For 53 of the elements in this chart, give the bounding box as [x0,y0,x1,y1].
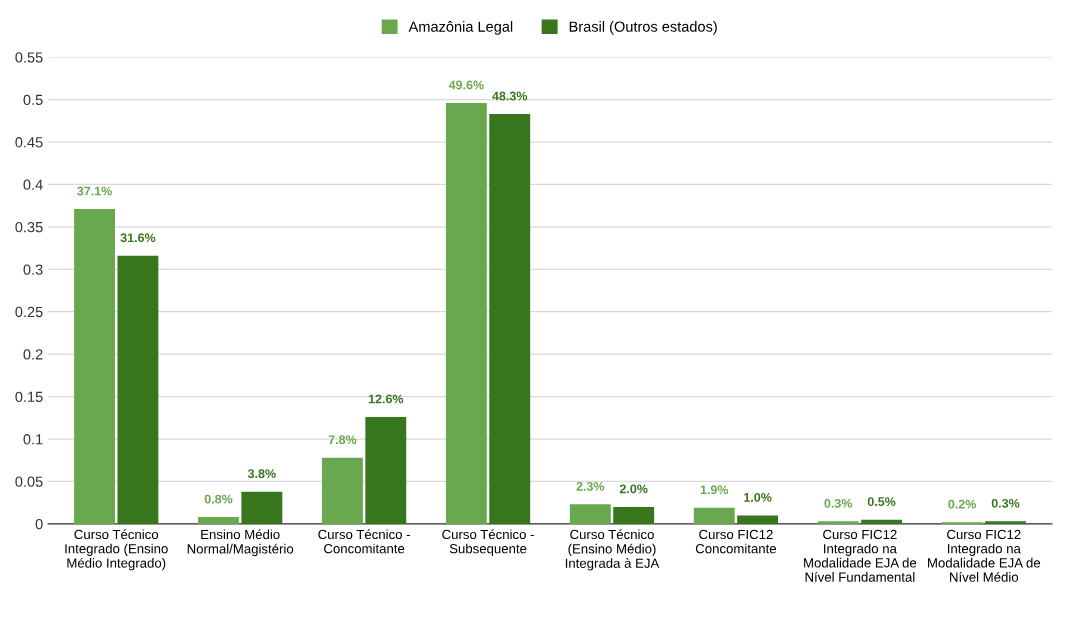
legend-label: Amazônia Legal [408,21,513,35]
bar [445,102,487,524]
y-tick-label: 0 [35,518,43,530]
bar [817,521,859,524]
data-label: 1.9% [700,485,729,495]
bar [861,519,903,524]
data-label: 7.8% [328,435,357,445]
y-tick-label: 0.05 [15,476,43,487]
bar [198,517,239,524]
y-tick-label: 0.15 [15,391,43,403]
x-tick-label: Curso Técnico (Ensino Médio) Integrada à EJA [565,529,660,571]
y-tick-label: 0.5 [23,94,43,106]
bar [985,521,1026,524]
bar [489,114,531,524]
y-tick-label: 0.4 [23,179,43,190]
data-label: 37.1% [77,186,112,196]
data-label: 0.2% [948,499,977,509]
bar [117,255,159,524]
data-label: 49.6% [448,80,484,90]
x-tick-label: Ensino Médio Normal/Magistério [187,529,294,557]
x-tick-label: Curso Técnico - Subsequente [442,529,534,556]
bar [569,504,611,524]
bar [241,491,283,524]
y-tick-label: 0.25 [15,306,43,318]
data-label: 3.8% [247,469,276,479]
data-label: 12.6% [368,394,404,404]
data-label: 0.8% [204,494,233,504]
data-label: 48.3% [492,91,528,101]
legend-label: Brasil (Outros estados) [569,21,717,35]
y-tick-label: 0.45 [15,137,43,148]
bar [693,507,735,524]
bar [737,515,779,524]
y-tick-label: 0.3 [23,264,43,275]
bar [321,457,363,524]
y-tick-label: 0.35 [15,221,43,233]
x-tick-label: Curso FIC12 Integrado na Modalidade EJA de Nível Médio [928,529,1041,582]
data-label: 0.3% [991,498,1020,508]
x-tick-label: Curso FIC12 Concomitante [695,529,777,554]
x-tick-label: Curso FIC12 Integrado na Modalidade EJA de Nível Fundamental [804,529,917,582]
bar [613,506,655,524]
bar [74,209,115,524]
data-label: 2.3% [576,481,605,491]
y-tick-label: 0.1 [23,434,43,445]
data-label: 0.5% [867,497,896,507]
y-tick-label: 0.55 [15,52,43,63]
data-label: 2.0% [619,484,648,494]
data-label: 0.3% [824,498,853,508]
x-tick-label: Curso Técnico Integrado (Ensino Médio Integrado) [65,529,168,571]
data-label: 1.0% [744,492,772,502]
x-tick-label: Curso Técnico - Concomitante [318,529,410,554]
data-label: 31.6% [120,233,156,243]
bar [365,416,407,524]
y-tick-label: 0.2 [23,349,43,360]
